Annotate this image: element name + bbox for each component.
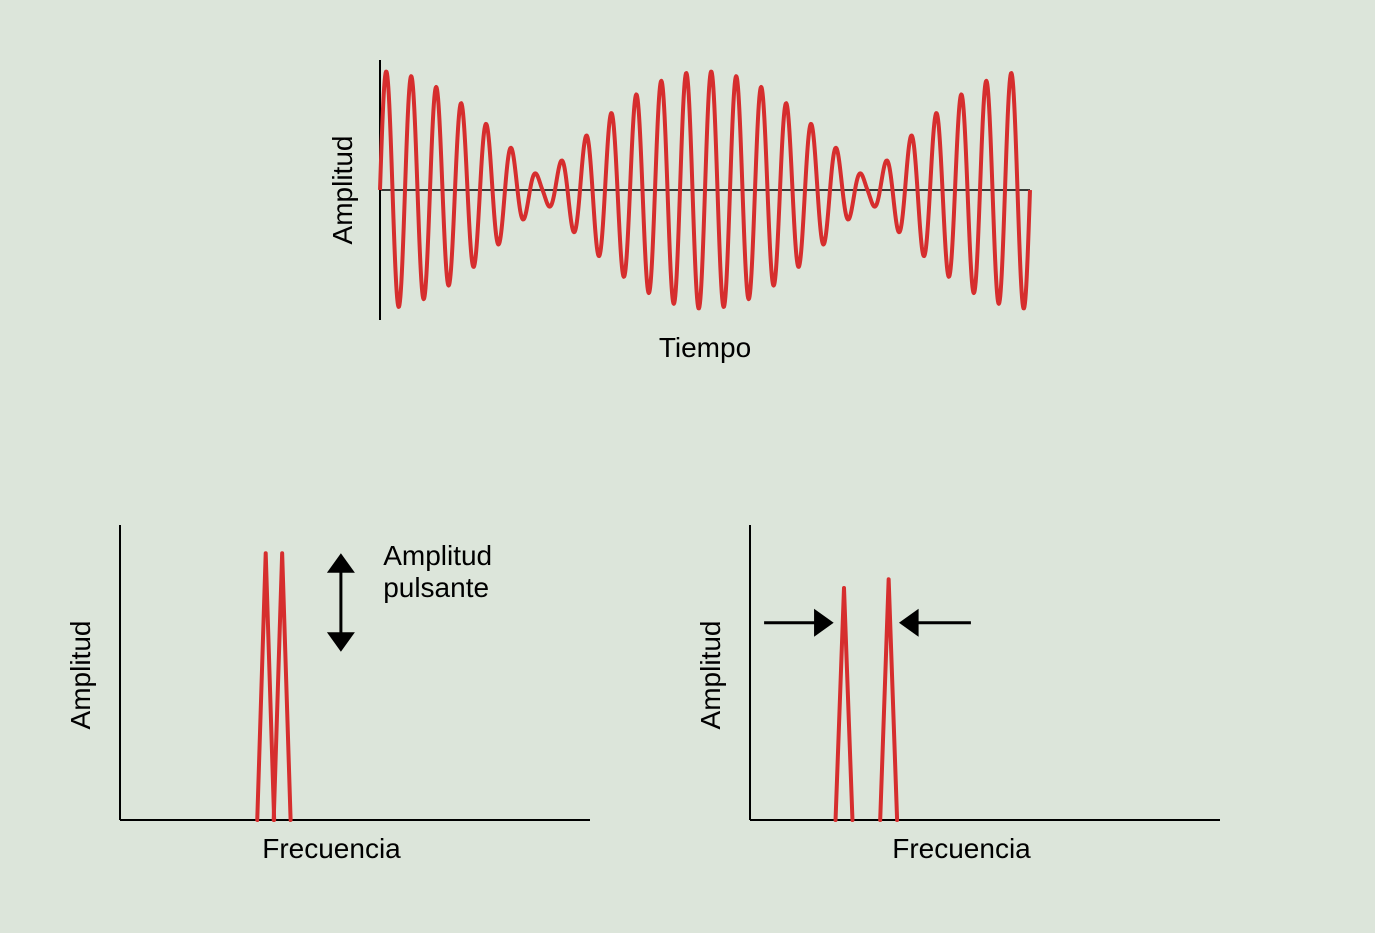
top-ylabel-text: Amplitud: [327, 136, 358, 245]
bl-xlabel-text: Frecuencia: [262, 833, 401, 864]
bl-ylabel-text: Amplitud: [65, 621, 96, 730]
top-xlabel-text: Tiempo: [659, 332, 751, 363]
bl-annotation-line-0: Amplitud: [383, 540, 492, 571]
br-xlabel-text: Frecuencia: [892, 833, 1031, 864]
br-ylabel-text: Amplitud: [695, 621, 726, 730]
background: [0, 0, 1375, 933]
bl-annotation-line-1: pulsante: [383, 572, 489, 603]
